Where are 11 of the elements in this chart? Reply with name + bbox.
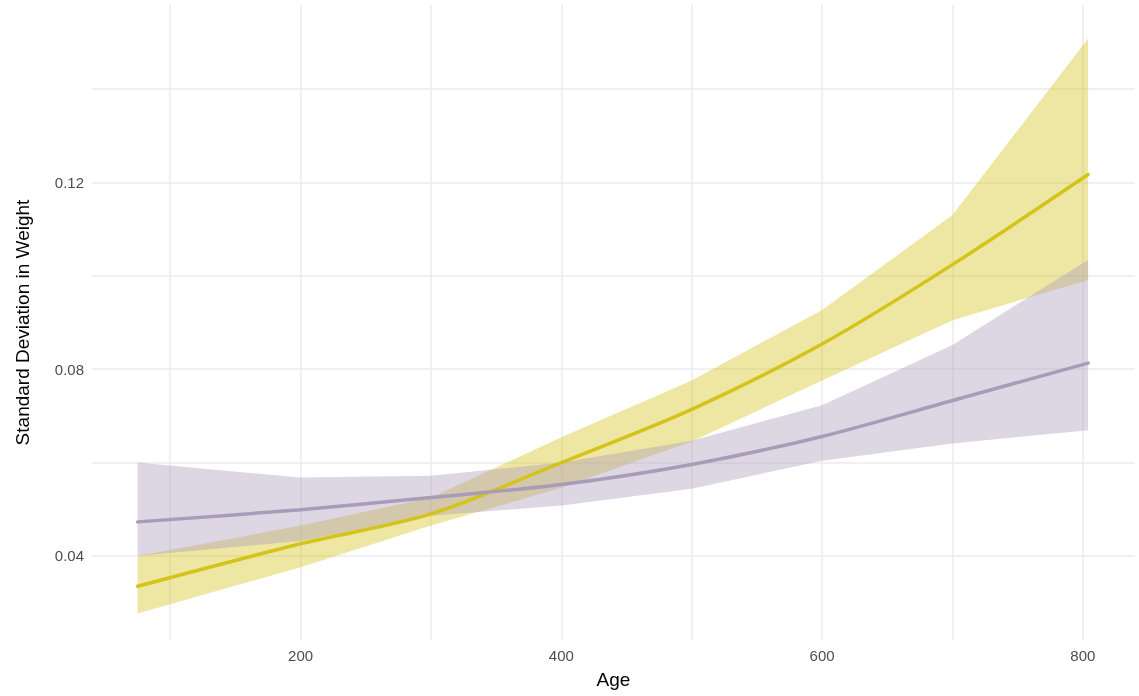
x-tick-label: 800 [1070,647,1096,664]
y-tick-label: 0.08 [54,360,84,378]
y-tick-label: 0.12 [54,173,84,191]
x-tick-label: 400 [548,647,574,664]
line-series [135,172,1090,589]
x-axis-title: Age [596,669,631,690]
x-tick-label: 600 [809,647,835,664]
x-tick-label: 200 [288,647,314,664]
line-series [135,361,1090,524]
y-axis-title: Standard Deviation in Weight [12,198,33,446]
y-tick-label: 0.04 [54,547,84,565]
